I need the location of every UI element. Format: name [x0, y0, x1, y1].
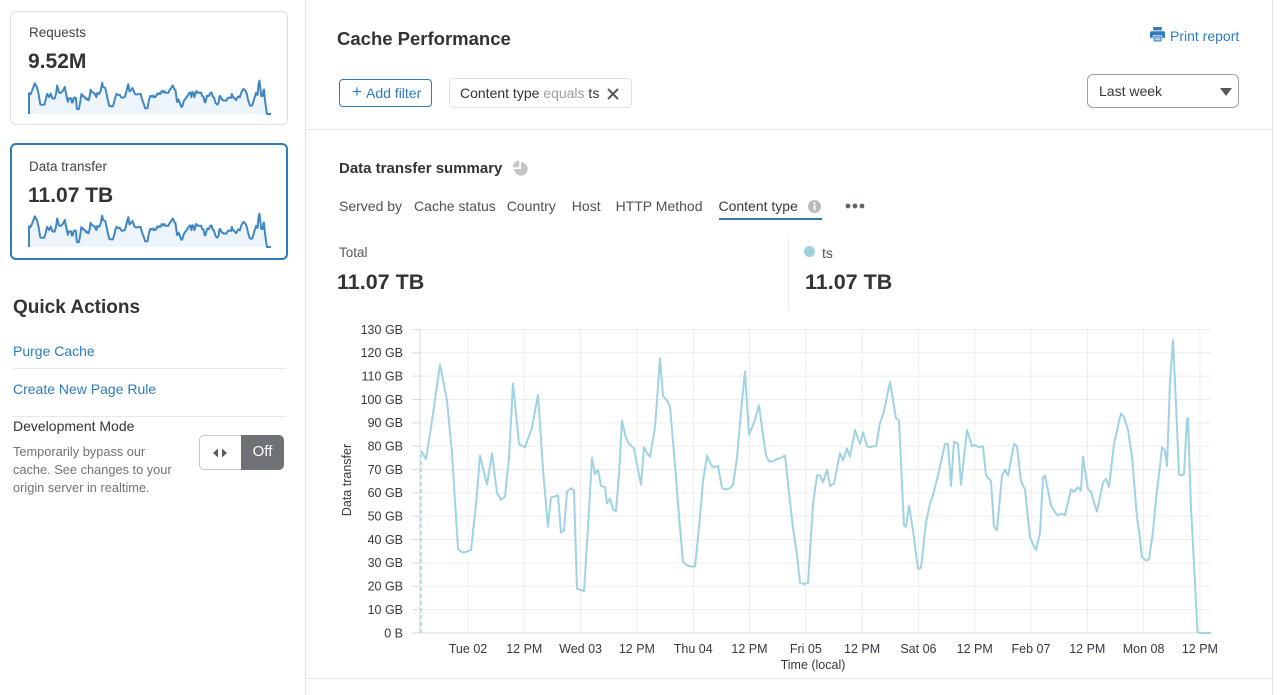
svg-text:12 PM: 12 PM [1069, 642, 1105, 656]
svg-text:70 GB: 70 GB [368, 463, 403, 477]
svg-text:12 PM: 12 PM [506, 642, 542, 656]
svg-text:110 GB: 110 GB [362, 369, 403, 383]
svg-text:120 GB: 120 GB [361, 346, 403, 360]
svg-text:100 GB: 100 GB [361, 393, 403, 407]
svg-text:80 GB: 80 GB [368, 440, 403, 454]
svg-text:10 GB: 10 GB [368, 603, 403, 617]
svg-text:90 GB: 90 GB [368, 416, 403, 430]
svg-text:60 GB: 60 GB [368, 486, 403, 500]
svg-text:Feb 07: Feb 07 [1012, 642, 1051, 656]
svg-text:12 PM: 12 PM [844, 642, 880, 656]
svg-text:40 GB: 40 GB [368, 533, 403, 547]
svg-text:Mon 08: Mon 08 [1123, 642, 1165, 656]
svg-text:130 GB: 130 GB [361, 323, 403, 337]
svg-text:30 GB: 30 GB [368, 556, 403, 570]
svg-text:20 GB: 20 GB [368, 580, 403, 594]
svg-text:12 PM: 12 PM [957, 642, 993, 656]
svg-text:Tue 02: Tue 02 [449, 642, 488, 656]
svg-text:Fri 05: Fri 05 [790, 642, 822, 656]
svg-text:0 B: 0 B [384, 626, 403, 640]
svg-text:Sat 06: Sat 06 [900, 642, 936, 656]
svg-text:Data transfer: Data transfer [340, 444, 354, 516]
svg-text:12 PM: 12 PM [619, 642, 655, 656]
svg-text:Wed 03: Wed 03 [559, 642, 602, 656]
svg-text:Time (local): Time (local) [781, 658, 846, 672]
svg-text:12 PM: 12 PM [731, 642, 767, 656]
svg-text:50 GB: 50 GB [368, 510, 403, 524]
svg-text:12 PM: 12 PM [1182, 642, 1218, 656]
svg-text:Thu 04: Thu 04 [674, 642, 713, 656]
